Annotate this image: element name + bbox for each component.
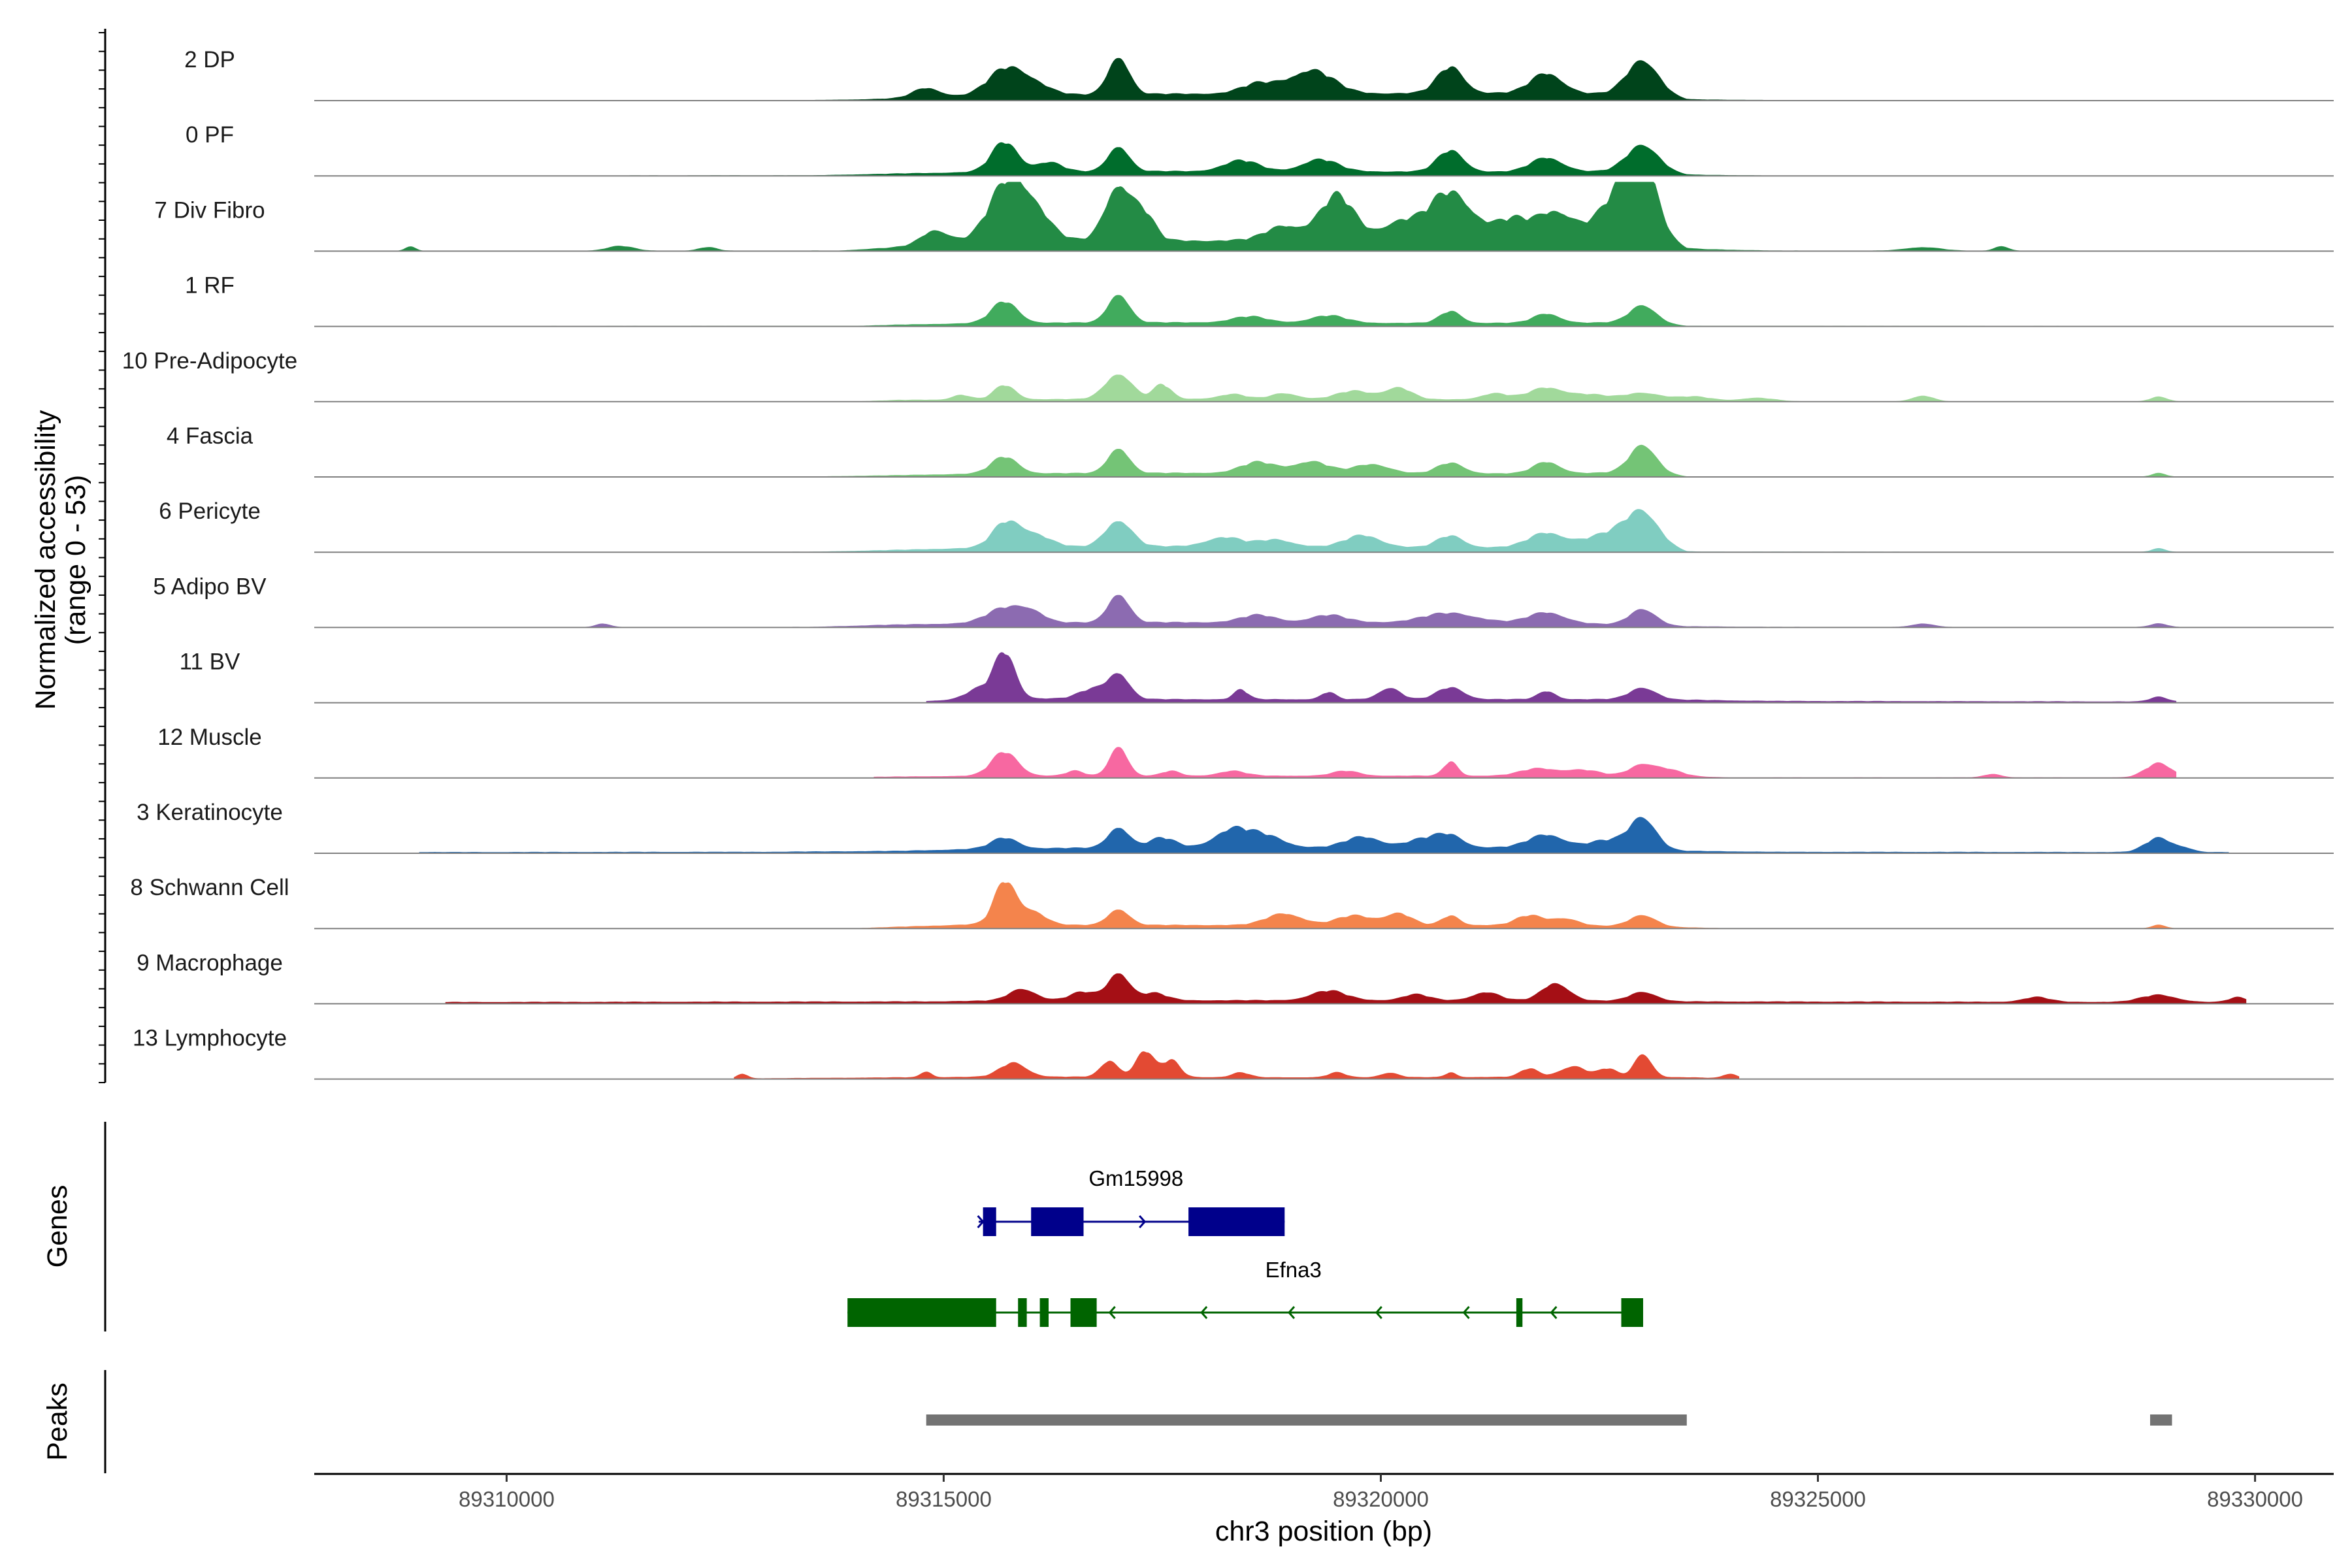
y-axis-title-line2: (range 0 - 53) xyxy=(60,475,91,645)
peak-regions xyxy=(926,1414,2172,1426)
gene-exon xyxy=(1039,1298,1049,1327)
coverage-area xyxy=(314,182,2334,252)
x-tick-label: 89325000 xyxy=(1770,1487,1866,1511)
x-axis-ticks: 89310000 89315000 89320000 89325000 89330000 xyxy=(459,1474,2303,1511)
genes-panel: Genes Gm15998 Efna3 xyxy=(42,1122,1643,1331)
track-label: 7 Div Fibro xyxy=(154,197,265,223)
coverage-area xyxy=(314,595,2334,628)
track-label: 1 RF xyxy=(185,273,235,299)
coverage-y-axis xyxy=(99,29,106,1083)
gene-exon xyxy=(1621,1298,1643,1327)
gene-exon xyxy=(983,1207,996,1236)
x-axis: 89310000 89315000 89320000 89325000 89330000 xyxy=(314,1473,2334,1511)
strand-arrow xyxy=(1375,1306,1382,1319)
coverage-area xyxy=(734,1051,1740,1079)
strand-arrow xyxy=(1287,1306,1296,1319)
gene-exon xyxy=(1031,1207,1084,1236)
peaks-panel: Peaks xyxy=(42,1370,2172,1473)
gene-label: Efna3 xyxy=(1266,1258,1322,1282)
track-6-pericyte: 6 Pericyte xyxy=(159,498,2334,553)
track-7-div-fibro: 7 Div Fibro xyxy=(154,182,2334,252)
coverage-area xyxy=(874,747,2177,778)
track-9-macrophage: 9 Macrophage xyxy=(137,950,2334,1005)
gene-models: Gm15998 Efna3 xyxy=(847,1166,1643,1327)
track-label: 10 Pre-Adipocyte xyxy=(122,348,297,374)
track-label: 4 Fascia xyxy=(167,423,253,449)
track-12-muscle: 12 Muscle xyxy=(157,725,2334,779)
gene-exon xyxy=(1516,1298,1523,1327)
strand-arrow xyxy=(1462,1306,1470,1319)
coverage-area xyxy=(926,652,2177,703)
track-2-dp: 2 DP xyxy=(184,47,2334,101)
strand-arrow xyxy=(1139,1215,1147,1228)
track-0-pf: 0 PF xyxy=(186,122,2334,177)
track-label: 0 PF xyxy=(186,122,234,148)
coverage-tracks: 2 DP 0 PF 7 Div Fibro 1 RF 10 Pre-Adipocyte 4… xyxy=(122,47,2334,1080)
x-tick-label: 89310000 xyxy=(459,1487,555,1511)
track-1-rf: 1 RF xyxy=(185,273,2334,327)
x-tick-label: 89330000 xyxy=(2207,1487,2303,1511)
y-axis-title-line1: Normalized accessibility xyxy=(30,410,61,710)
gene-exon xyxy=(1018,1298,1027,1327)
gene-exon xyxy=(847,1298,996,1327)
coverage-area xyxy=(314,142,2334,176)
track-10-pre-adipocyte: 10 Pre-Adipocyte xyxy=(122,348,2334,402)
track-label: 9 Macrophage xyxy=(137,950,283,975)
gene-efna3: Efna3 xyxy=(847,1258,1643,1327)
coverage-area xyxy=(445,973,2247,1004)
track-label: 8 Schwann Cell xyxy=(130,875,289,900)
track-label: 11 BV xyxy=(180,649,240,675)
peaks-panel-label: Peaks xyxy=(42,1382,73,1461)
strand-arrow xyxy=(977,1215,985,1228)
track-label: 2 DP xyxy=(184,47,235,73)
coverage-area xyxy=(314,57,2334,101)
track-label: 12 Muscle xyxy=(157,725,262,750)
gene-gm15998: Gm15998 xyxy=(977,1166,1285,1236)
track-4-fascia: 4 Fascia xyxy=(167,423,2334,478)
gene-label: Gm15998 xyxy=(1088,1166,1183,1190)
x-axis-title: chr3 position (bp) xyxy=(1215,1516,1432,1547)
coverage-area xyxy=(314,444,2334,477)
genes-panel-label: Genes xyxy=(42,1185,73,1268)
strand-arrow xyxy=(1200,1306,1208,1319)
x-tick-label: 89315000 xyxy=(896,1487,992,1511)
track-5-adipo-bv: 5 Adipo BV xyxy=(153,574,2334,629)
track-label: 5 Adipo BV xyxy=(153,574,267,599)
track-3-keratinocyte: 3 Keratinocyte xyxy=(137,800,2334,854)
track-11-bv: 11 BV xyxy=(180,649,2334,704)
track-8-schwann-cell: 8 Schwann Cell xyxy=(130,875,2334,930)
strand-arrow xyxy=(1550,1306,1558,1319)
peak-region xyxy=(2150,1414,2172,1426)
coverage-area xyxy=(314,295,2334,327)
strand-arrow xyxy=(1108,1306,1116,1319)
track-label: 6 Pericyte xyxy=(159,498,261,524)
coverage-y-ticks xyxy=(99,32,105,1083)
track-label: 3 Keratinocyte xyxy=(137,800,283,825)
track-label: 13 Lymphocyte xyxy=(133,1026,287,1051)
track-13-lymphocyte: 13 Lymphocyte xyxy=(133,1026,2334,1080)
gene-exon xyxy=(1188,1207,1285,1236)
gene-exon xyxy=(1070,1298,1097,1327)
x-tick-label: 89320000 xyxy=(1333,1487,1429,1511)
peak-region xyxy=(926,1414,1687,1426)
